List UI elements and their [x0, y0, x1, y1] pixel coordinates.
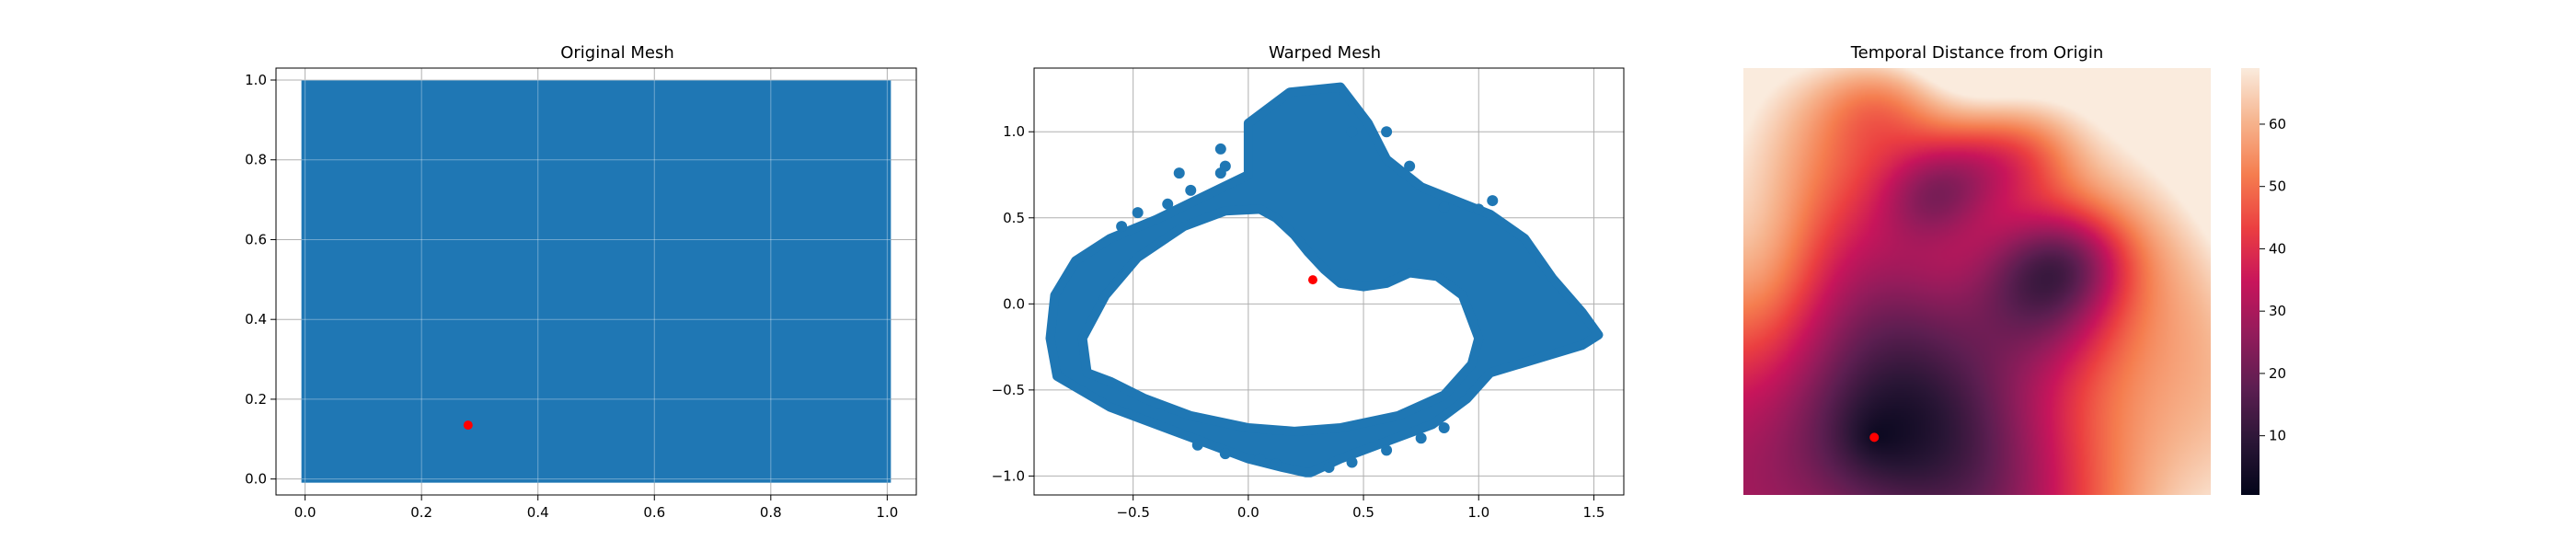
warped-mesh-x-tick-label: 0.5: [1352, 504, 1374, 521]
colorbar-tick-label: 10: [2269, 428, 2286, 444]
original-mesh-y-tick-label: 0.0: [245, 471, 267, 488]
warped-mesh-point: [1415, 432, 1427, 444]
original-mesh-scatter: [301, 80, 891, 483]
warped-mesh-axes-frame: [1033, 67, 1625, 496]
warped-mesh-point: [1219, 448, 1231, 460]
original-mesh-y-tick-label: 0.2: [245, 391, 267, 408]
original-mesh-y-tick-label: 0.8: [245, 152, 267, 168]
warped-mesh-point: [1473, 203, 1485, 215]
warped-mesh-point: [1346, 456, 1358, 468]
temporal-distance-panel: Temporal Distance from Origin 10 20 30 40 50…: [1743, 43, 2286, 495]
warped-mesh-x-tick-label: 0.0: [1237, 504, 1259, 521]
warped-mesh-title: Warped Mesh: [1269, 43, 1381, 63]
warped-mesh-x-tick-label: 1.5: [1583, 504, 1605, 521]
original-mesh-x-tick-label: 0.6: [643, 504, 665, 521]
original-mesh-x-tick-label: 1.0: [876, 504, 898, 521]
original-mesh-x-tick-label: 0.2: [410, 504, 432, 521]
warped-mesh-point: [1381, 444, 1393, 456]
original-mesh-x-tick-label: 0.4: [527, 504, 549, 521]
colorbar-tick-label: 60: [2269, 116, 2286, 132]
warped-mesh-point: [1254, 453, 1266, 465]
original-mesh-title: Original Mesh: [560, 43, 674, 63]
colorbar-tick-label: 20: [2269, 365, 2286, 382]
original-mesh-x-tick-label: 0.0: [294, 504, 316, 521]
warped-mesh-y-tick-label: 0.5: [1003, 210, 1025, 226]
original-mesh-panel: Original Mesh 0.0 0.2 0.4 0.6 0.8 1.00.00.20.…: [245, 43, 917, 521]
original-mesh-y-tick-label: 0.6: [245, 231, 267, 247]
warped-mesh-y-tick-label: −0.5: [992, 382, 1025, 398]
colorbar: [2241, 68, 2260, 495]
warped-mesh-y-tick-label: 0.0: [1003, 295, 1025, 312]
warped-mesh-point: [1270, 458, 1282, 470]
colorbar-ticks: 10 20 30 40 50 60: [2260, 116, 2286, 444]
warped-mesh-point: [1162, 198, 1174, 210]
warped-mesh-origin-point: [1307, 275, 1317, 285]
warped-mesh-point: [1219, 160, 1231, 172]
warped-mesh-scatter: [1045, 82, 1604, 477]
warped-mesh-body: [1045, 82, 1604, 477]
colorbar-tick-label: 30: [2269, 303, 2286, 319]
colorbar-tick-label: 40: [2269, 240, 2286, 257]
warped-mesh-x-tick-label: −0.5: [1116, 504, 1149, 521]
warped-mesh-point: [1185, 184, 1197, 196]
warped-mesh-y-tick-label: 1.0: [1003, 123, 1025, 140]
warped-mesh-point: [1214, 143, 1226, 155]
warped-mesh-point: [1438, 422, 1450, 434]
warped-mesh-point: [1404, 160, 1416, 172]
warped-mesh-point: [1346, 126, 1358, 138]
original-mesh-x-tick-label: 0.8: [760, 504, 782, 521]
original-mesh-gridlines-over-points: [301, 79, 891, 483]
warped-mesh-point: [1116, 221, 1128, 233]
warped-mesh-point: [1438, 201, 1450, 213]
warped-mesh-point: [1132, 207, 1144, 219]
original-mesh-axes-frame: [275, 67, 917, 496]
warped-mesh-point: [1487, 195, 1499, 207]
warped-mesh-y-tick-label: −1.0: [992, 467, 1025, 484]
warped-mesh-point: [1173, 167, 1185, 179]
warped-mesh-point: [1323, 462, 1335, 474]
original-mesh-ticks: 0.0 0.2 0.4 0.6 0.8 1.0 0.0 0.2 0.4 0.6 0.8 1.0: [245, 72, 898, 521]
original-mesh-origin-point: [463, 420, 473, 431]
temporal-distance-origin-point: [1869, 432, 1880, 443]
warped-mesh-point: [1191, 439, 1203, 451]
warped-mesh-x-tick-label: 1.0: [1467, 504, 1489, 521]
colorbar-tick-label: 50: [2269, 178, 2286, 195]
warped-mesh-panel: Warped Mesh −0.5 0.0 0.5 1.0 1.5 −1.0 −0.5 0.0 0…: [992, 43, 1625, 521]
original-mesh-y-tick-label: 1.0: [245, 72, 267, 88]
temporal-distance-title: Temporal Distance from Origin: [1850, 43, 2104, 63]
warped-mesh-ticks: −0.5 0.0 0.5 1.0 1.5 −1.0 −0.5 0.0 0.5 1.0: [992, 123, 1605, 521]
warped-mesh-point: [1381, 126, 1393, 138]
temporal-distance-heatmap: [1743, 68, 2211, 495]
original-mesh-y-tick-label: 0.4: [245, 311, 267, 328]
